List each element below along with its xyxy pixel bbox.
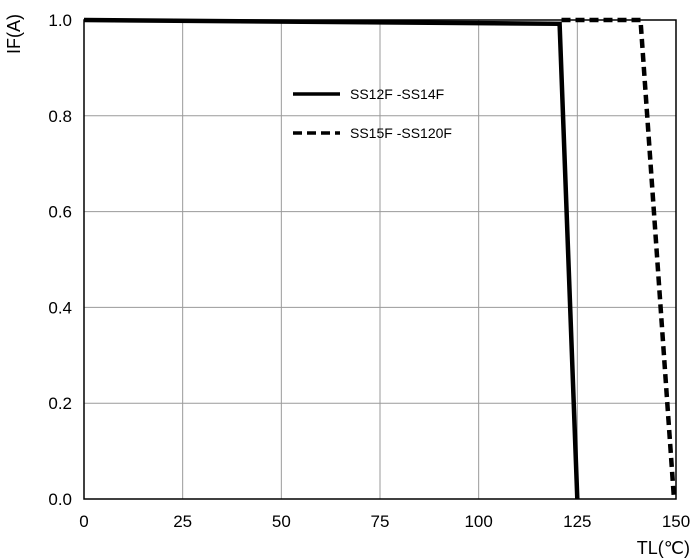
y-tick-label: 1.0 bbox=[48, 11, 72, 30]
series-line-solid bbox=[83, 17, 580, 500]
y-tick-label: 0.4 bbox=[48, 298, 72, 317]
legend-label-solid: SS12F -SS14F bbox=[350, 86, 444, 102]
legend: SS12F -SS14F SS15F -SS120F bbox=[293, 86, 452, 141]
x-tick-label: 75 bbox=[371, 512, 390, 531]
y-tick-label: 0.2 bbox=[48, 394, 72, 413]
x-axis-label: TL(℃) bbox=[637, 538, 690, 558]
tick-labels: 0 25 50 75 100 125 150 0.0 0.2 0.4 0.6 0.8 1.0 bbox=[48, 11, 690, 531]
y-tick-label: 0.0 bbox=[48, 490, 72, 509]
x-tick-label: 125 bbox=[563, 512, 591, 531]
x-tick-label: 150 bbox=[662, 512, 690, 531]
x-tick-label: 25 bbox=[173, 512, 192, 531]
series-line-dashed bbox=[561, 17, 677, 500]
x-tick-label: 50 bbox=[272, 512, 291, 531]
x-tick-label: 100 bbox=[464, 512, 492, 531]
legend-label-dashed: SS15F -SS120F bbox=[350, 125, 452, 141]
y-axis-label: IF(A) bbox=[4, 14, 24, 54]
y-tick-label: 0.8 bbox=[48, 107, 72, 126]
x-tick-label: 0 bbox=[79, 512, 88, 531]
plot-frame bbox=[83, 19, 677, 500]
y-tick-label: 0.6 bbox=[48, 203, 72, 222]
